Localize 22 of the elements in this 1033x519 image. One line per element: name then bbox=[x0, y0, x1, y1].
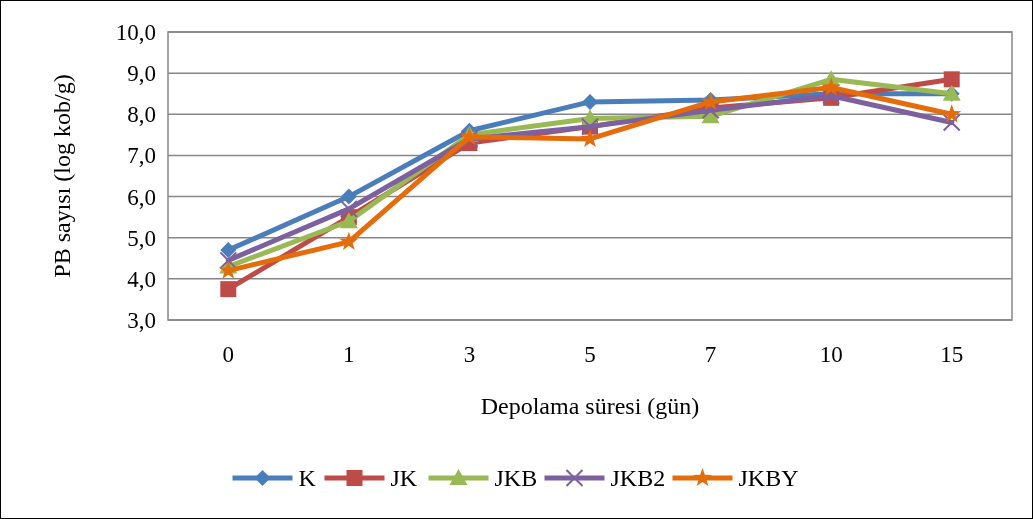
legend-label: JKB bbox=[494, 465, 538, 492]
legend-label: JKB2 bbox=[610, 465, 666, 492]
legend-label: JKBY bbox=[738, 465, 799, 492]
x-tick-label: 7 bbox=[704, 342, 717, 367]
x-axis-title: Depolama süresi (gün) bbox=[480, 393, 700, 419]
y-tick-label: 3,0 bbox=[127, 308, 156, 334]
x-tick-label: 3 bbox=[463, 342, 476, 367]
legend-label: JK bbox=[390, 465, 418, 492]
x-tick-label: 0 bbox=[222, 342, 235, 367]
y-tick-label: 9,0 bbox=[127, 61, 156, 87]
x-tick-label: 10 bbox=[819, 342, 843, 367]
y-tick-label: 7,0 bbox=[127, 143, 156, 169]
y-tick-label: 5,0 bbox=[127, 225, 156, 251]
x-tick-label: 1 bbox=[343, 342, 355, 367]
y-tick-label: 4,0 bbox=[127, 266, 156, 292]
y-axis-title: PB sayısı (log kob/g) bbox=[49, 74, 75, 278]
legend-label: K bbox=[298, 465, 317, 492]
y-tick-label: 6,0 bbox=[127, 184, 156, 210]
x-tick-label: 15 bbox=[940, 342, 964, 367]
x-tick-label: 5 bbox=[584, 342, 596, 367]
y-tick-label: 10,0 bbox=[115, 20, 156, 46]
y-tick-label: 8,0 bbox=[127, 102, 156, 128]
